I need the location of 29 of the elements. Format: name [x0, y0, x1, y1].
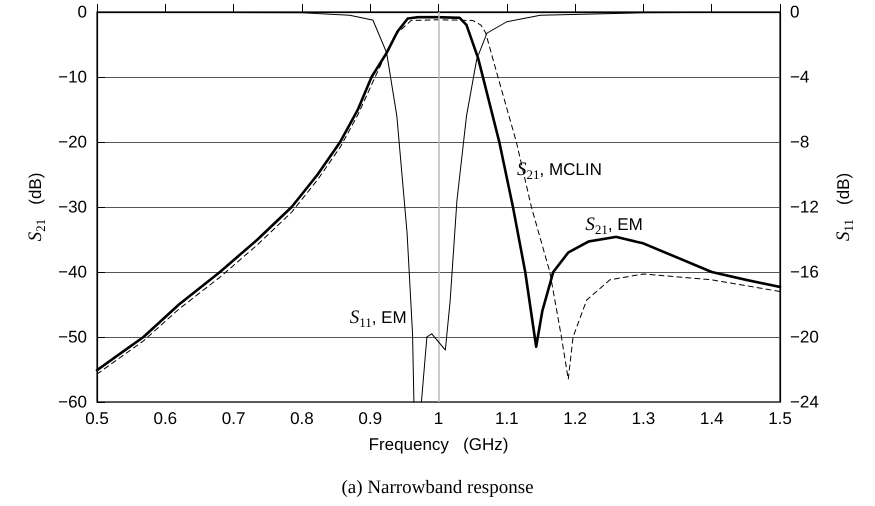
x-tick-label: 0.5: [85, 409, 109, 428]
y2-axis-title: S11 (dB): [833, 172, 856, 242]
x-tick-label: 1.1: [494, 409, 519, 428]
x-tick-label: 1: [434, 409, 444, 428]
y-tick-label: −60: [58, 392, 87, 412]
y-tick-label: −10: [58, 68, 87, 86]
y2-tick-label: −12: [790, 198, 819, 216]
y2-tick-label: −8: [790, 132, 810, 152]
x-axis-title: Frequency (GHz): [368, 435, 508, 454]
y2-tick-label: −20: [790, 328, 819, 346]
x-tick-label: 0.9: [358, 409, 382, 428]
x-tick-label: 0.7: [222, 409, 246, 428]
text: (a) Narrowband response: [341, 477, 534, 498]
x-tick-label: 1.4: [700, 409, 724, 428]
x-tick-label: 0.6: [153, 409, 178, 428]
y-tick-label: 0: [78, 2, 87, 22]
x-tick-label: 1.5: [768, 409, 792, 428]
x-tick-label: 0.8: [290, 409, 314, 428]
y2-tick-label: 0: [790, 2, 800, 22]
x-tick-label: 1.3: [632, 409, 656, 428]
y-tick-label: −50: [58, 328, 87, 346]
y-axis-title: S21 (dB): [25, 172, 48, 242]
y2-tick-label: −16: [790, 262, 819, 282]
y2-tick-label: −24: [790, 392, 819, 412]
x-tick-label: 1.2: [563, 409, 587, 428]
y-tick-label: −40: [58, 262, 87, 282]
y-tick-label: −20: [58, 132, 87, 152]
y-tick-label: −30: [58, 198, 87, 216]
y2-tick-label: −4: [790, 68, 810, 86]
